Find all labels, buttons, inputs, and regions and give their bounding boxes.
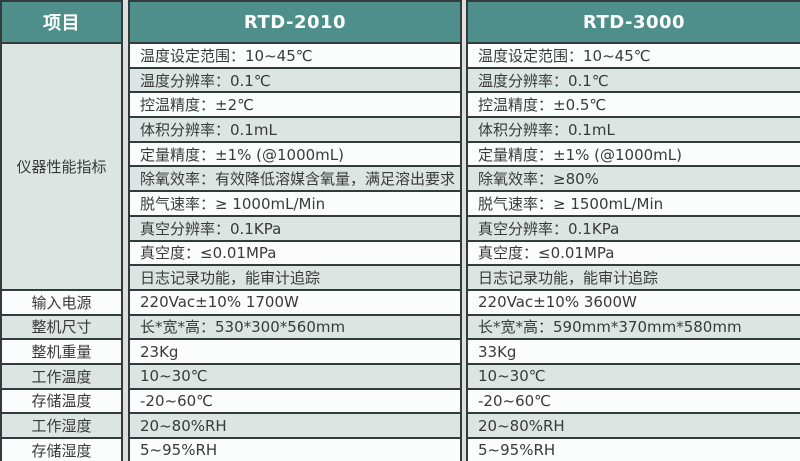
perf-cell-rtd2010: 控温精度：±2℃ (128, 91, 462, 119)
table-row: 控温精度：±2℃ 控温精度：±0.5℃ (1, 91, 800, 119)
header-row: 项目 RTD-2010 RTD-3000 (0, 0, 800, 44)
spec-cell-rtd2010: 长*宽*高：530*300*560mm (128, 313, 462, 341)
table-row: 仪器性能指标 温度设定范围：10~45℃ 温度设定范围：10~45℃ (0, 42, 800, 291)
spec-cell-rtd2010: -20~60℃ (128, 387, 462, 415)
spec-row-label: 存储温度 (0, 387, 123, 415)
column-gutter (122, 339, 129, 364)
spec-cell-rtd2010: 20~80%RH (128, 412, 462, 439)
column-gutter (122, 43, 129, 290)
perf-cell-rtd2010: 定量精度：±1% (@1000mL) (128, 140, 462, 168)
column-gutter (122, 364, 129, 389)
spec-row-label: 工作温度 (0, 362, 123, 390)
perf-cell-rtd2010: 体积分辨率：0.1mL (128, 116, 462, 143)
spec-row-label: 输入电源 (0, 288, 123, 316)
spec-cell-rtd3000: 10~30℃ (466, 362, 800, 390)
table-row: 真空度：≤0.01MPa 真空度：≤0.01MPa (1, 239, 800, 267)
table-row: 工作湿度 20~80%RH 20~80%RH (0, 412, 800, 439)
table-row: 日志记录功能，能审计追踪 日志记录功能，能审计追踪 (1, 264, 800, 291)
perf-cell-rtd2010: 脱气速率：≥ 1000mL/Min (128, 190, 462, 217)
table-row: 存储温度 -20~60℃ -20~60℃ (0, 387, 800, 415)
perf-cell-rtd3000: 除氧效率：≥80% (466, 165, 800, 193)
header-model-rtd2010: RTD-2010 (128, 0, 462, 44)
column-gutter (122, 389, 129, 414)
perf-cell-rtd2010: 真空度：≤0.01MPa (128, 239, 462, 267)
header-model-rtd3000: RTD-3000 (466, 0, 800, 44)
table-row: 整机重量 23Kg 33Kg (0, 338, 800, 365)
perf-cell-rtd3000: 真空分辨率：0.1KPa (466, 214, 800, 242)
table-row: 温度分辨率：0.1℃ 温度分辨率：0.1℃ (1, 66, 800, 94)
perf-cell-rtd2010: 除氧效率：有效降低溶媒含氧量，满足溶出要求 (128, 165, 462, 193)
perf-cell-rtd3000: 控温精度：±0.5℃ (466, 91, 800, 119)
spec-cell-rtd3000: 20~80%RH (466, 412, 800, 439)
spec-cell-rtd3000: 长*宽*高：590mm*370mm*580mm (466, 313, 800, 341)
perf-cell-rtd3000: 体积分辨率：0.1mL (466, 116, 800, 143)
column-gutter (122, 438, 129, 461)
perf-cell-rtd3000: 真空度：≤0.01MPa (466, 239, 800, 267)
table-row: 整机尺寸 长*宽*高：530*300*560mm 长*宽*高：590mm*370… (0, 313, 800, 341)
perf-cell-rtd3000: 温度分辨率：0.1℃ (466, 66, 800, 94)
perf-cell-rtd2010: 日志记录功能，能审计追踪 (128, 264, 462, 291)
table-row: 真空分辨率：0.1KPa 真空分辨率：0.1KPa (1, 214, 800, 242)
spec-row-label: 整机尺寸 (0, 313, 123, 341)
spec-cell-rtd3000: 33Kg (466, 338, 800, 365)
performance-group-label: 仪器性能指标 (0, 42, 123, 291)
column-gutter (122, 290, 129, 315)
spec-cell-rtd3000: -20~60℃ (466, 387, 800, 415)
perf-cell-rtd3000: 日志记录功能，能审计追踪 (466, 264, 800, 291)
perf-cell-rtd2010: 温度分辨率：0.1℃ (128, 66, 462, 94)
column-gutter (122, 315, 129, 340)
perf-cell-rtd3000: 温度设定范围：10~45℃ (466, 42, 800, 69)
spec-row-label: 工作湿度 (0, 412, 123, 439)
table-row: 工作温度 10~30℃ 10~30℃ (0, 362, 800, 390)
header-item: 项目 (0, 0, 123, 44)
column-gutter (122, 413, 129, 438)
table-row: 体积分辨率：0.1mL 体积分辨率：0.1mL (1, 116, 800, 143)
table-row: 输入电源 220Vac±10% 1700W 220Vac±10% 3600W (0, 288, 800, 316)
column-gutter (122, 1, 129, 43)
spec-row-label: 整机重量 (0, 338, 123, 365)
spec-cell-rtd3000: 5~95%RH (466, 437, 800, 461)
spec-cell-rtd2010: 220Vac±10% 1700W (128, 288, 462, 316)
perf-cell-rtd3000: 定量精度：±1% (@1000mL) (466, 140, 800, 168)
perf-cell-rtd2010: 真空分辨率：0.1KPa (128, 214, 462, 242)
table-row: 定量精度：±1% (@1000mL) 定量精度：±1% (@1000mL) (1, 140, 800, 168)
perf-cell-rtd2010: 温度设定范围：10~45℃ (128, 42, 462, 69)
table-row: 脱气速率：≥ 1000mL/Min 脱气速率：≥ 1500mL/Min (1, 190, 800, 217)
spec-row-label: 存储湿度 (0, 437, 123, 461)
table-row: 存储湿度 5~95%RH 5~95%RH (0, 437, 800, 461)
spec-cell-rtd2010: 23Kg (128, 338, 462, 365)
perf-cell-rtd3000: 脱气速率：≥ 1500mL/Min (466, 190, 800, 217)
spec-cell-rtd2010: 5~95%RH (128, 437, 462, 461)
spec-cell-rtd2010: 10~30℃ (128, 362, 462, 390)
spec-cell-rtd3000: 220Vac±10% 3600W (466, 288, 800, 316)
table-row: 除氧效率：有效降低溶媒含氧量，满足溶出要求 除氧效率：≥80% (1, 165, 800, 193)
